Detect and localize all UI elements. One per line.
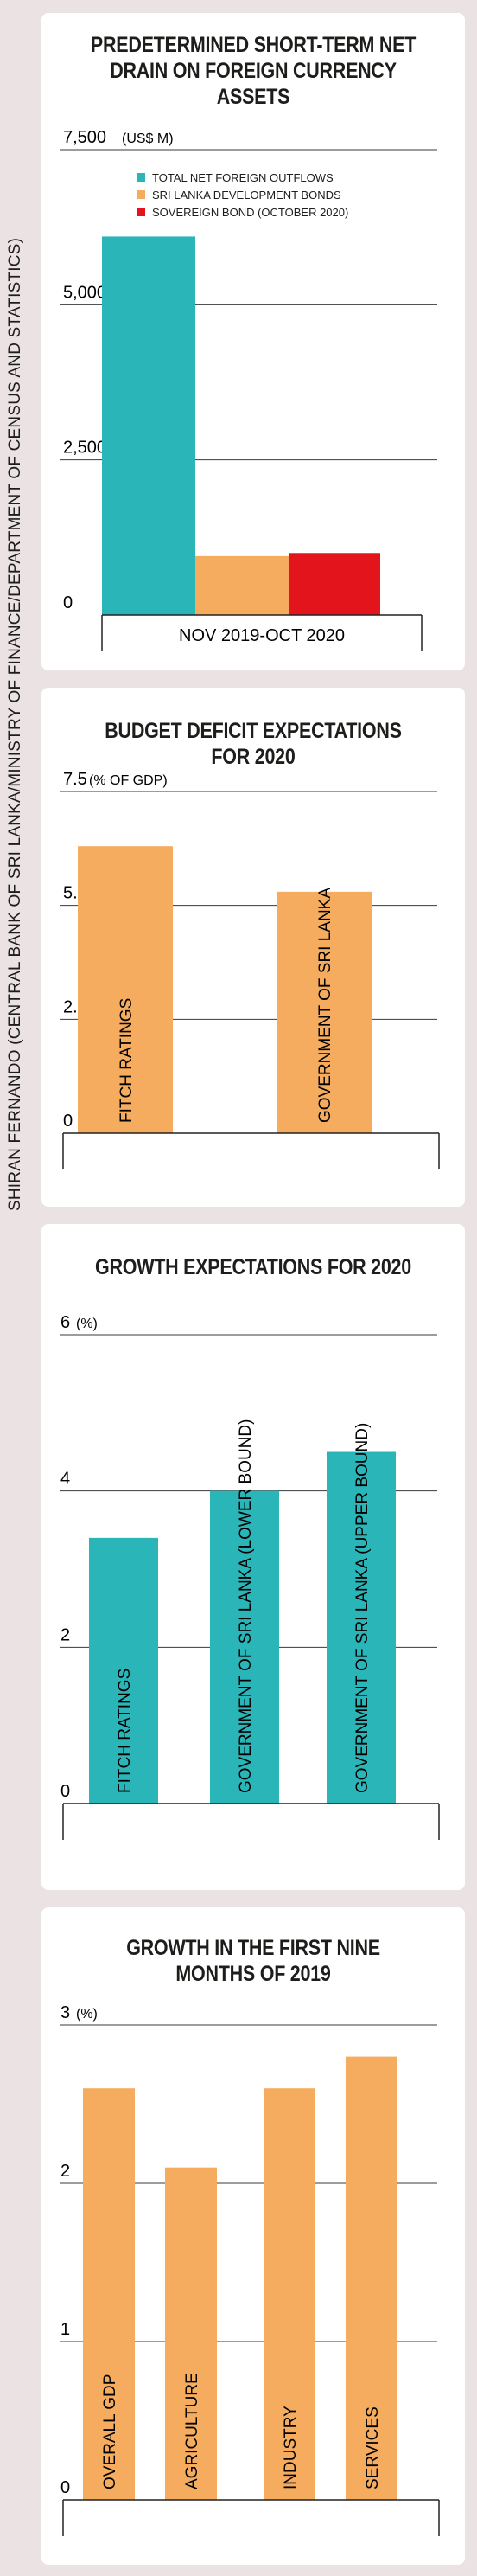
bar: [327, 1451, 396, 1804]
chart-panel-growth-2019: GROWTH IN THE FIRST NINE MONTHS OF 2019 …: [41, 1907, 465, 2565]
category-label: FITCH RATINGS: [116, 1669, 134, 1793]
y-tick-label: 7,500: [63, 128, 106, 147]
bar: [89, 1537, 158, 1804]
y-tick-label: 0: [60, 1782, 70, 1801]
chart-title: PREDETERMINED SHORT-TERM NET DRAIN ON FO…: [90, 33, 417, 109]
bar: [210, 1490, 279, 1804]
legend-item: SRI LANKA DEVELOPMENT BONDS: [137, 186, 348, 203]
category-label: GOVERNMENT OF SRI LANKA: [316, 888, 334, 1123]
y-unit-label: (%): [76, 1317, 98, 1331]
y-unit-label: (%): [76, 2007, 98, 2022]
bar: [195, 555, 289, 615]
legend-item: SOVEREIGN BOND (OCTOBER 2020): [137, 203, 348, 221]
legend-swatch: [137, 190, 145, 199]
y-tick-label: 3: [60, 2003, 70, 2022]
chart-title: BUDGET DEFICIT EXPECTATIONS FOR 2020: [105, 719, 402, 769]
y-tick-label: 0: [60, 2478, 70, 2497]
category-label: FITCH RATINGS: [118, 998, 136, 1123]
y-unit-label: (% OF GDP): [89, 773, 168, 788]
category-label: GOVERNMENT OF SRI LANKA (UPPER BOUND): [353, 1423, 372, 1793]
y-tick-label: 0: [63, 1112, 73, 1131]
chart-growth-2019: 0 1 2 3 (%) OVERALL GDP AGRICULTURE INDUSTRY SER…: [60, 2003, 440, 2536]
source-credit: SHIRAN FERNANDO (CENTRAL BANK OF SRI LAN…: [6, 237, 24, 1211]
y-unit-label: (US$ M): [122, 131, 174, 146]
category-label: SERVICES: [364, 2406, 382, 2489]
category-label: NOV 2019-OCT 2020: [179, 626, 345, 645]
bar: [289, 553, 380, 615]
bar: [102, 236, 195, 615]
y-tick-label: 2: [60, 2162, 70, 2181]
legend-swatch: [137, 208, 145, 216]
bar: [78, 846, 173, 1133]
bar: [83, 2088, 135, 2500]
chart-growth-2020: 0 2 4 6 (%) FITCH RATINGS GOVERNMENT OF SRI LA…: [60, 1313, 440, 1840]
legend-label: TOTAL NET FOREIGN OUTFLOWS: [152, 170, 334, 184]
category-label: AGRICULTURE: [183, 2373, 201, 2489]
chart-budget-deficit: 02.55.07.5 (% OF GDP)FITCH RATINGS GOVERNM…: [60, 770, 440, 1169]
legend-item: TOTAL NET FOREIGN OUTFLOWS: [137, 169, 348, 186]
chart-panel-budget-deficit: BUDGET DEFICIT EXPECTATIONS FOR 2020 0 2.…: [41, 688, 465, 1207]
category-label: GOVERNMENT OF SRI LANKA (LOWER BOUND): [237, 1419, 255, 1793]
chart-legend: TOTAL NET FOREIGN OUTFLOWS SRI LANKA DEV…: [137, 169, 348, 221]
legend-label: SRI LANKA DEVELOPMENT BONDS: [152, 188, 341, 202]
category-label: INDUSTRY: [282, 2406, 300, 2489]
bar: [277, 891, 372, 1133]
legend-swatch: [137, 173, 145, 182]
category-label: OVERALL GDP: [101, 2374, 119, 2489]
legend-label: SOVEREIGN BOND (OCTOBER 2020): [152, 205, 349, 219]
y-tick-label: 6: [60, 1313, 70, 1332]
chart-panel-growth-2020: GROWTH EXPECTATIONS FOR 2020 0 2 4 6 (%) FITC…: [41, 1224, 465, 1890]
y-tick-label: 1: [60, 2320, 70, 2339]
y-tick-label: 5,000: [63, 283, 106, 302]
y-tick-label: 2: [60, 1625, 70, 1644]
bar: [264, 2088, 315, 2500]
chart-net-drain: 0 2,500 5,000 7,500 (US$ M) NOV 2019-OCT 2020: [60, 128, 437, 651]
y-tick-label: 7.5: [63, 770, 87, 789]
y-tick-label: 4: [60, 1470, 70, 1489]
chart-title: GROWTH EXPECTATIONS FOR 2020: [95, 1255, 411, 1279]
chart-title: GROWTH IN THE FIRST NINE MONTHS OF 2019: [126, 1936, 380, 1986]
bar: [346, 2056, 398, 2500]
chart-panel-net-drain: PREDETERMINED SHORT-TERM NET DRAIN ON FO…: [41, 13, 465, 670]
y-tick-label: 2,500: [63, 439, 106, 458]
y-tick-label: 0: [63, 593, 73, 612]
bar: [165, 2167, 217, 2500]
